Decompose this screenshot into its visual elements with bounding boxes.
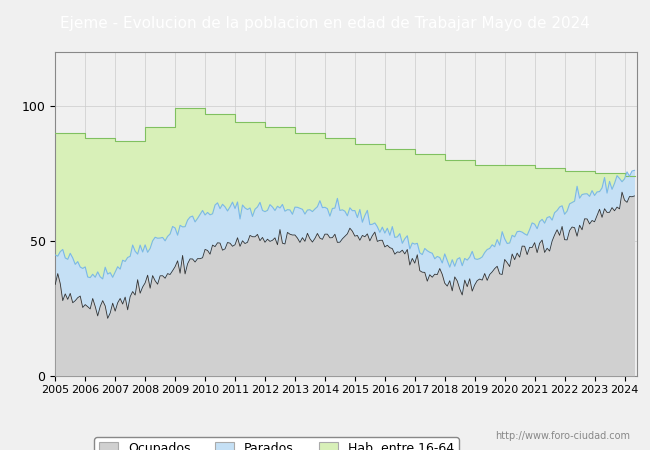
Text: http://www.foro-ciudad.com: http://www.foro-ciudad.com (495, 431, 630, 441)
Legend: Ocupados, Parados, Hab. entre 16-64: Ocupados, Parados, Hab. entre 16-64 (94, 437, 459, 450)
Text: Ejeme - Evolucion de la poblacion en edad de Trabajar Mayo de 2024: Ejeme - Evolucion de la poblacion en eda… (60, 16, 590, 31)
